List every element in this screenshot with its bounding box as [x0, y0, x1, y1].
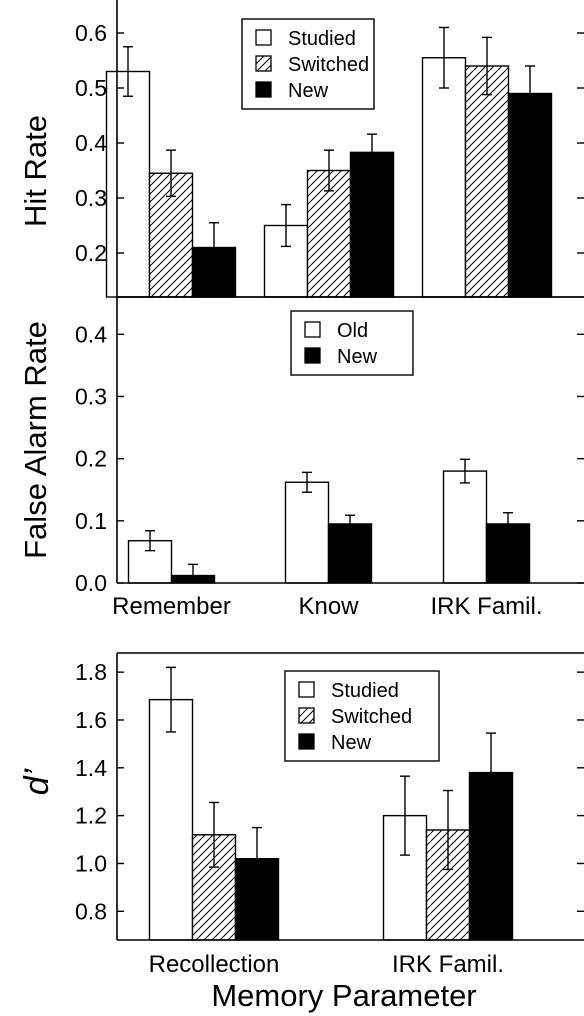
false-alarm-x-ticks: Remember Know IRK Famil.: [112, 593, 542, 620]
legend-label-new: New: [337, 346, 378, 368]
x-tick-label-irk-famil: IRK Famil.: [392, 951, 504, 978]
x-axis-label: Memory Parameter: [211, 978, 476, 1013]
bar-old-irk-famil: [442, 470, 488, 584]
y-tick-label: 1.8: [75, 659, 107, 685]
legend-label-new: New: [331, 732, 372, 754]
d-prime-panel: 0.8 1.0 1.2 1.4 1.6 1.8 d’ Studied Switched New…: [18, 652, 584, 1013]
x-tick-label-irk-famil: IRK Famil.: [430, 593, 542, 620]
legend-label-new: New: [288, 80, 329, 102]
hit-rate-y-label: Hit Rate: [18, 115, 53, 227]
bar-new-know: [349, 151, 395, 298]
legend-swatch-switched: [255, 55, 272, 72]
y-tick-label: 0.5: [75, 75, 107, 101]
y-tick-label: 0.1: [75, 508, 107, 534]
legend-swatch-new: [255, 81, 272, 98]
false-alarm-legend: Old New: [290, 310, 414, 376]
false-alarm-y-label: False Alarm Rate: [18, 321, 53, 559]
legend-label-old: Old: [337, 320, 368, 342]
d-prime-bars: [148, 666, 514, 941]
legend-label-studied: Studied: [288, 28, 356, 50]
y-tick-label: 0.3: [75, 185, 107, 211]
bar-old-know: [284, 481, 330, 584]
false-alarm-y-axis: 0.0 0.1 0.2 0.3 0.4: [75, 296, 584, 596]
x-tick-label-know: Know: [298, 593, 359, 620]
y-tick-label: 0.0: [75, 570, 107, 596]
hit-rate-bars: [105, 26, 553, 298]
bar-studied-remember: [105, 70, 151, 298]
y-tick-label: 1.4: [75, 755, 107, 781]
false-alarm-bars: [127, 458, 531, 584]
hit-rate-y-axis: 0.2 0.3 0.4 0.5 0.6: [75, 0, 584, 298]
hit-rate-legend: Studied Switched New: [241, 18, 375, 110]
legend-swatch-new: [298, 733, 315, 750]
legend-swatch-new: [304, 347, 321, 364]
hit-rate-panel: 0.2 0.3 0.4 0.5 0.6 Hit Rate Studied Switched…: [18, 0, 584, 298]
y-tick-label: 1.0: [75, 850, 107, 876]
bar-new-know: [327, 523, 373, 584]
legend-label-switched: Switched: [331, 706, 412, 728]
legend-label-studied: Studied: [331, 680, 399, 702]
legend-swatch-studied: [255, 29, 272, 46]
legend-swatch-old: [304, 321, 321, 338]
d-prime-y-axis: 0.8 1.0 1.2 1.4 1.6 1.8: [75, 652, 584, 941]
legend-box: [290, 310, 414, 376]
bar-studied-recollection: [148, 698, 194, 941]
legend-swatch-switched: [298, 707, 315, 724]
bar-new-irk-famil: [507, 92, 553, 298]
y-tick-label: 1.2: [75, 803, 107, 829]
x-tick-label-remember: Remember: [112, 593, 231, 620]
d-prime-x-ticks: Recollection IRK Famil.: [149, 951, 504, 978]
d-prime-legend: Studied Switched New: [284, 670, 440, 762]
y-tick-label: 0.6: [75, 20, 107, 46]
y-tick-label: 0.2: [75, 446, 107, 472]
legend-label-switched: Switched: [288, 54, 369, 76]
y-tick-label: 0.4: [75, 321, 107, 347]
d-prime-y-label: d’: [18, 768, 56, 795]
bar-studied-irk-famil: [421, 57, 467, 298]
false-alarm-rate-panel: 0.00.10.20.30.4 False Alarm Rate OldNew …: [18, 296, 584, 620]
y-tick-label: 0.3: [75, 383, 107, 409]
x-tick-label-recollection: Recollection: [149, 951, 280, 978]
legend-swatch-studied: [298, 681, 315, 698]
bar-switched-irk-famil: [464, 65, 510, 298]
y-tick-label: 0.4: [75, 130, 107, 156]
y-tick-label: 1.6: [75, 707, 107, 733]
y-tick-label: 0.8: [75, 898, 107, 924]
y-tick-label: 0.2: [75, 240, 107, 266]
